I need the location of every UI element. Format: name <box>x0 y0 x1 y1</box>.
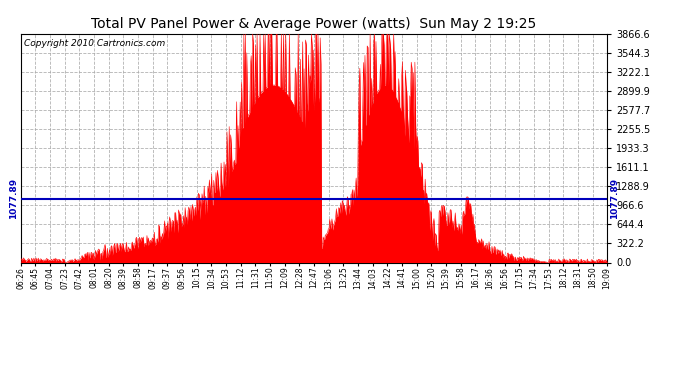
Text: 1077.89: 1077.89 <box>610 178 619 219</box>
Text: Copyright 2010 Cartronics.com: Copyright 2010 Cartronics.com <box>23 39 165 48</box>
Title: Total PV Panel Power & Average Power (watts)  Sun May 2 19:25: Total PV Panel Power & Average Power (wa… <box>91 17 537 31</box>
Text: 1077.89: 1077.89 <box>9 178 18 219</box>
